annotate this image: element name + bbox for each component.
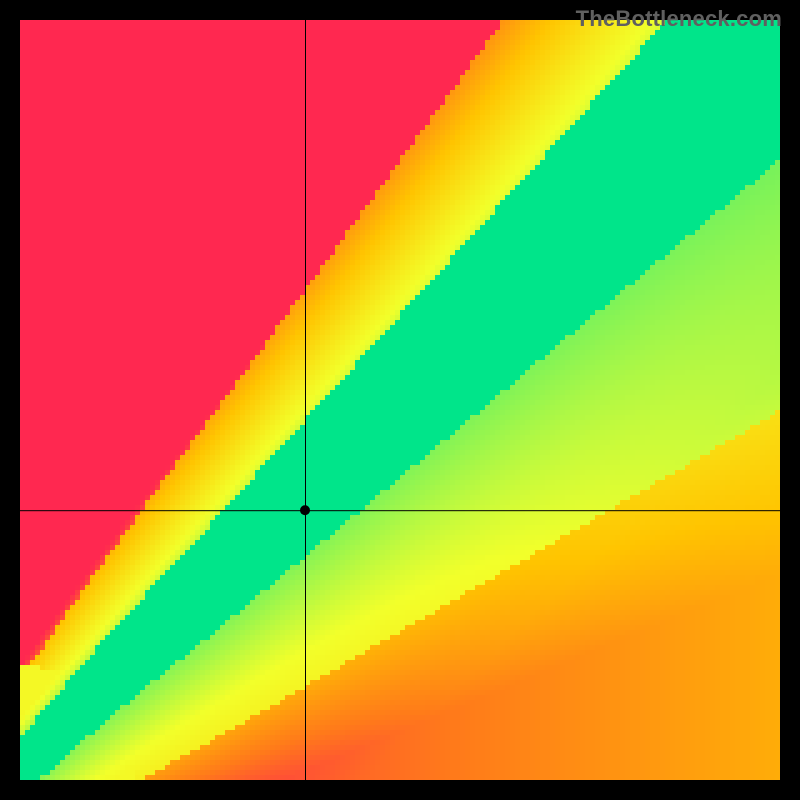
bottleneck-heatmap [0, 0, 800, 800]
watermark-text: TheBottleneck.com [576, 6, 782, 32]
chart-container: TheBottleneck.com [0, 0, 800, 800]
